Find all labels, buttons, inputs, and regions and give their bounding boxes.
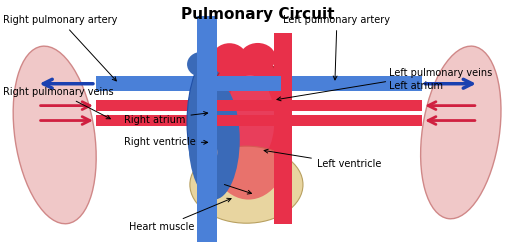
Ellipse shape [188,80,240,200]
Ellipse shape [13,46,96,224]
FancyBboxPatch shape [96,76,214,91]
Text: Pulmonary Circuit: Pulmonary Circuit [181,7,334,22]
Ellipse shape [206,80,291,200]
FancyBboxPatch shape [281,72,422,76]
FancyBboxPatch shape [281,96,422,100]
Ellipse shape [187,52,215,77]
Ellipse shape [190,146,303,223]
FancyBboxPatch shape [96,72,214,76]
Text: Left atrium: Left atrium [389,81,443,91]
FancyBboxPatch shape [281,100,422,111]
FancyBboxPatch shape [274,33,292,224]
Ellipse shape [421,46,501,219]
FancyBboxPatch shape [281,115,422,126]
Text: Left ventricle: Left ventricle [264,149,381,169]
Ellipse shape [240,43,276,73]
Ellipse shape [206,53,291,197]
Text: Right pulmonary artery: Right pulmonary artery [3,15,118,81]
Text: Heart muscle: Heart muscle [129,198,231,232]
FancyBboxPatch shape [217,100,274,111]
Ellipse shape [212,43,248,76]
FancyBboxPatch shape [281,76,422,91]
Text: Left pulmonary veins: Left pulmonary veins [389,68,492,78]
Ellipse shape [226,75,275,165]
Text: Right ventricle: Right ventricle [124,137,207,147]
Text: Left pulmonary artery: Left pulmonary artery [283,15,391,80]
FancyBboxPatch shape [96,115,214,126]
Ellipse shape [206,143,217,162]
Text: Right atrium: Right atrium [124,112,207,124]
FancyBboxPatch shape [217,115,274,126]
Ellipse shape [187,53,241,192]
FancyBboxPatch shape [96,100,214,111]
FancyBboxPatch shape [96,96,214,100]
FancyBboxPatch shape [197,16,217,242]
Text: Right pulmonary veins: Right pulmonary veins [3,87,114,119]
FancyBboxPatch shape [217,76,281,91]
